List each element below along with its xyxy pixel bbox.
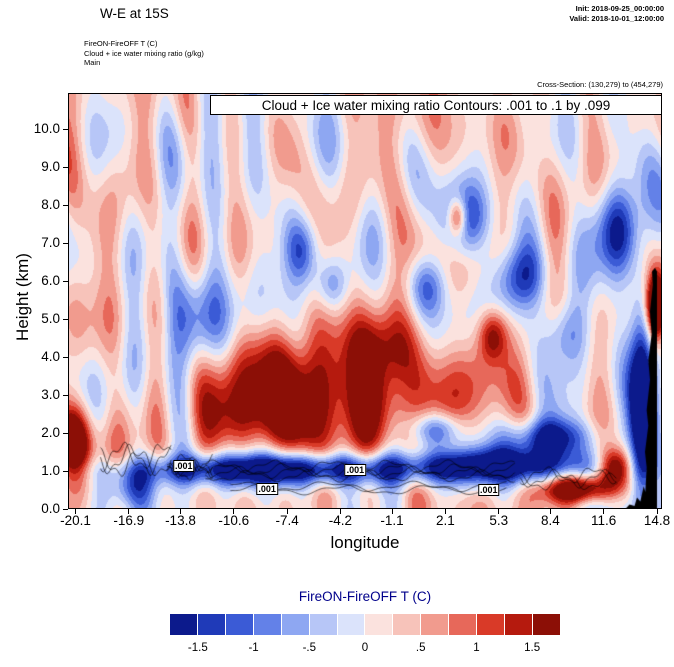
y-axis-tick	[63, 280, 68, 282]
contour-value-label: .001	[344, 464, 367, 477]
x-axis-tick	[233, 509, 235, 514]
colorbar-title: FireON-FireOFF T (C)	[298, 589, 432, 604]
x-axis-tick	[498, 509, 500, 514]
y-axis-tick	[63, 470, 68, 472]
y-axis-tick	[63, 242, 68, 244]
colorbar-segment	[449, 614, 477, 635]
x-axis-tick	[549, 509, 551, 514]
field-meta-block: FireON-FireOFF T (C) Cloud + ice water m…	[84, 39, 204, 68]
x-axis-tick-label: 8.4	[540, 513, 560, 528]
y-axis-tick	[63, 508, 68, 510]
colorbar-segment	[197, 614, 225, 635]
plot-frame	[68, 93, 662, 509]
colorbar-segment	[477, 614, 505, 635]
meta-line-shaded-field: FireON-FireOFF T (C)	[84, 39, 158, 48]
x-axis-tick-label: -16.9	[113, 513, 145, 528]
y-axis-tick	[63, 166, 68, 168]
colorbar-segment	[421, 614, 449, 635]
contour-info-box: Cloud + Ice water mixing ratio Contours:…	[210, 95, 662, 115]
x-axis-tick	[74, 509, 76, 514]
x-axis-tick	[179, 509, 181, 514]
colorbar-tick-label: -.5	[302, 642, 316, 654]
x-axis-tick	[128, 509, 130, 514]
x-axis-tick-label: -20.1	[60, 513, 91, 528]
y-axis-tick-label: 10.0	[33, 121, 60, 136]
contour-value-label: .001	[256, 483, 278, 496]
colorbar-segment	[393, 614, 421, 635]
colorbar-tick-label: -1	[248, 642, 259, 654]
y-axis-tick-label: 5.0	[41, 311, 60, 326]
colorbar-tick-label: -1.5	[187, 642, 208, 654]
cross-section-field	[68, 93, 662, 509]
x-axis-tick-label: -10.6	[218, 513, 250, 528]
colorbar-tick-label: 0	[361, 642, 369, 654]
x-axis-tick	[339, 509, 341, 514]
x-axis-tick-label: -4.2	[328, 513, 353, 528]
x-axis-tick	[286, 509, 288, 514]
colorbar-segment	[337, 614, 365, 635]
y-axis-tick	[63, 356, 68, 358]
colorbar-segment	[170, 614, 197, 635]
run-times-block: Init: 2018-09-25_00:00:00 Valid: 2018-10…	[569, 4, 664, 24]
y-axis-tick-label: 9.0	[41, 159, 60, 174]
contour-value-label: .001	[477, 484, 500, 496]
meta-line-contour-field: Cloud + ice water mixing ratio (g/kg)	[84, 48, 204, 58]
colorbar	[170, 614, 560, 635]
colorbar-segment	[309, 614, 337, 635]
y-axis-tick-label: 2.0	[41, 425, 60, 440]
colorbar-tick-label: 1.5	[524, 642, 541, 654]
x-axis-tick	[656, 509, 658, 514]
x-axis-tick-label: 2.1	[436, 513, 455, 528]
colorbar-tick-label: 1	[473, 642, 480, 654]
x-axis-tick-label: -1.1	[380, 513, 404, 528]
colorbar-tick-label: .5	[415, 642, 426, 654]
y-axis-tick-label: 4.0	[41, 349, 60, 364]
x-axis-tick-label: -7.4	[275, 513, 299, 528]
y-axis-tick-label: 0.0	[41, 501, 60, 516]
cross-section-coords: Cross-Section: (130,279) to (454,279)	[537, 80, 663, 89]
y-axis-tick	[63, 318, 68, 320]
y-axis-tick	[63, 128, 68, 130]
meta-line-grid: Main	[84, 58, 101, 67]
x-axis-tick-label: 14.8	[643, 513, 671, 528]
y-axis-tick-label: 7.0	[41, 235, 60, 250]
x-axis-tick	[444, 509, 446, 514]
colorbar-segment	[365, 614, 393, 635]
colorbar-segment	[281, 614, 309, 635]
x-axis-tick-label: -13.8	[165, 513, 196, 528]
x-axis-tick	[603, 509, 605, 514]
x-axis-tick-label: 11.6	[591, 513, 617, 528]
y-axis-tick-label: 8.0	[41, 197, 60, 212]
colorbar-segment	[532, 614, 560, 635]
y-axis-tick-label: 1.0	[41, 463, 60, 478]
y-axis-tick-label: 6.0	[41, 273, 60, 288]
colorbar-segment	[225, 614, 253, 635]
x-axis-label: longitude	[330, 533, 400, 552]
y-axis-tick-label: 3.0	[41, 387, 60, 402]
contour-value-label: .001	[173, 460, 195, 473]
x-axis-tick-label: 5.3	[489, 513, 509, 528]
y-axis-tick	[63, 394, 68, 396]
x-axis-tick	[391, 509, 393, 514]
colorbar-segment	[505, 614, 532, 635]
valid-time: Valid: 2018-10-01_12:00:00	[569, 14, 664, 23]
colorbar-segment	[253, 614, 281, 635]
init-time: Init: 2018-09-25_00:00:00	[575, 4, 664, 13]
y-axis-tick	[63, 204, 68, 206]
y-axis-tick	[63, 432, 68, 434]
plot-main-title: W-E at 15S	[100, 6, 169, 21]
